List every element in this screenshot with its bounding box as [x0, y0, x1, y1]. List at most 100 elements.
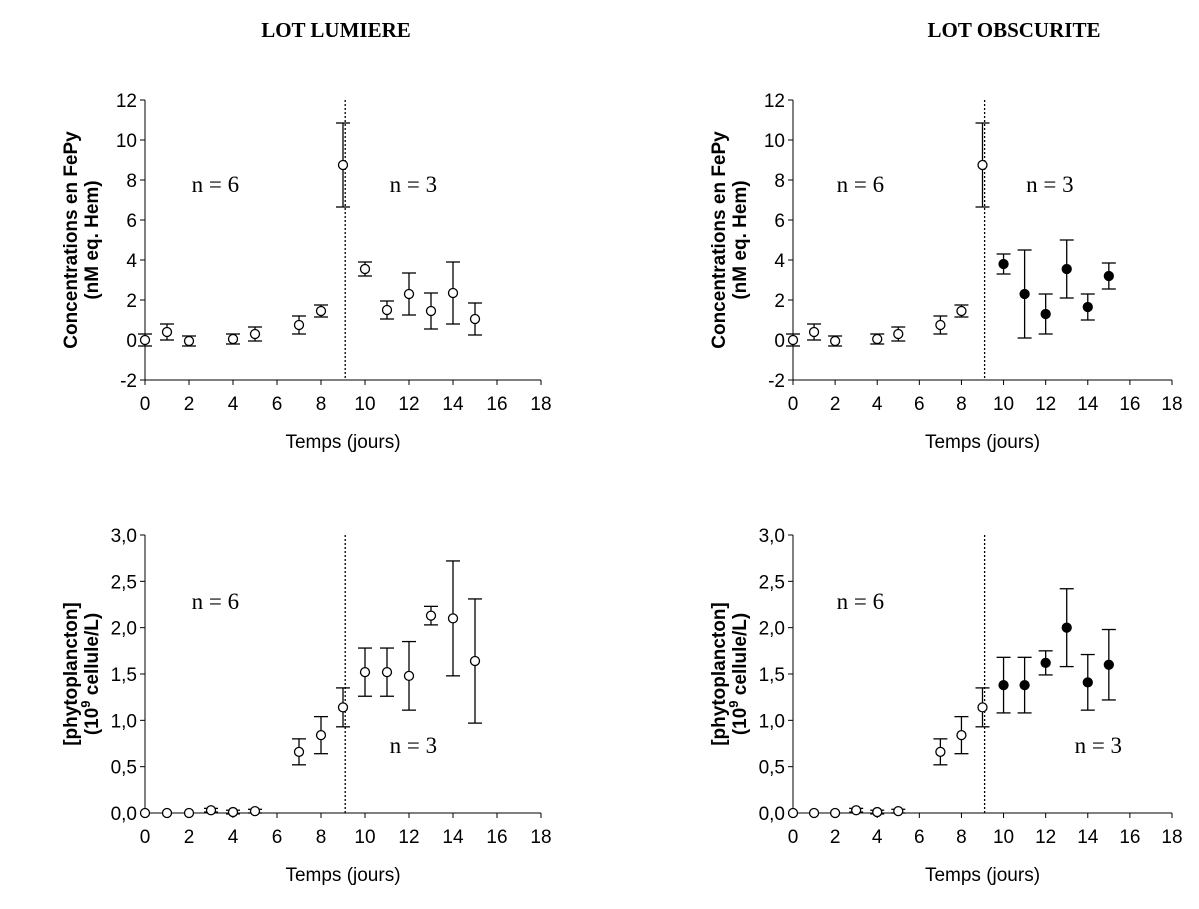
data-point-open	[139, 334, 151, 346]
x-tick-label: 8	[316, 827, 327, 848]
data-point-open	[851, 805, 862, 816]
y-tick-label: 1,0	[759, 711, 785, 732]
data-point-open	[403, 288, 415, 300]
x-tick-label: 2	[184, 394, 195, 415]
y-tick-label: 12	[764, 91, 785, 112]
data-point-open	[227, 333, 239, 345]
data-point-open	[381, 304, 393, 316]
annotation-n: n = 3	[390, 733, 437, 758]
data-point-open	[161, 326, 173, 338]
charts-container: -2 0 2 4 6 8 10 12 0 2 4 6 8 10 12 14 16 18 Temps (jours) C…	[61, 91, 1183, 886]
data-point-open	[293, 319, 305, 331]
title-lot-obscurite: LOT OBSCURITE	[928, 18, 1101, 42]
data-point-filled	[1103, 270, 1114, 282]
x-tick-label: 18	[530, 394, 551, 415]
data-point-open	[139, 807, 151, 819]
x-axis-title: Temps (jours)	[285, 865, 400, 886]
y-tick-label: 8	[126, 171, 137, 192]
y-axis-title-superscript: 9	[726, 700, 741, 707]
data-point-open	[315, 730, 327, 741]
data-point-filled	[1061, 263, 1072, 275]
x-tick-label: 4	[228, 394, 239, 415]
data-point-filled	[998, 258, 1009, 270]
y-tick-label: 10	[764, 131, 785, 152]
data-point-open	[469, 655, 481, 667]
data-point-open	[227, 806, 239, 818]
data-point-filled	[1040, 308, 1051, 320]
data-point-open	[808, 807, 820, 819]
x-tick-label: 14	[1077, 394, 1099, 415]
y-axis-title-line1: [phytoplancton]	[709, 602, 730, 746]
y-axis-title-line2: (109 cellule/L)	[726, 613, 751, 735]
x-tick-label: 16	[486, 827, 507, 848]
y-tick-label: 6	[774, 211, 785, 232]
data-point-open	[425, 305, 437, 317]
y-tick-label: 0,0	[111, 804, 137, 825]
x-tick-label: 2	[830, 827, 841, 848]
data-point-open	[977, 159, 988, 171]
y-tick-label: 2,0	[759, 619, 785, 640]
data-point-open	[829, 807, 841, 819]
x-tick-label: 0	[140, 827, 151, 848]
y-tick-label: 6	[126, 211, 137, 232]
y-axis-title-part: (10	[82, 708, 103, 735]
data-point-open	[183, 335, 195, 347]
data-point-open	[787, 807, 799, 819]
data-point-open	[337, 159, 349, 171]
x-tick-label: 10	[993, 394, 1014, 415]
annotation-n: n = 3	[1075, 733, 1122, 758]
x-axis-title: Temps (jours)	[925, 865, 1040, 886]
annotation-n: n = 6	[837, 172, 884, 197]
x-tick-label: 6	[272, 394, 283, 415]
chart-panel-4: 0,0 0,5 1,0 1,5 2,0 2,5 3,0 0 2 4 6 8 10 12 14 16 18 Temp…	[709, 526, 1183, 886]
x-tick-label: 12	[398, 827, 419, 848]
data-point-open	[872, 333, 883, 345]
annotation-n: n = 6	[192, 589, 239, 614]
y-tick-label: 0,5	[111, 758, 137, 779]
data-point-filled	[1082, 301, 1093, 313]
x-tick-label: 10	[354, 827, 375, 848]
data-point-filled	[1061, 622, 1072, 633]
data-point-filled	[1103, 659, 1114, 670]
y-axis-title-part: cellule/L)	[730, 613, 751, 701]
y-tick-label: 1,5	[111, 665, 137, 686]
data-point-open	[403, 670, 415, 682]
annotation-n: n = 6	[192, 172, 239, 197]
data-point-filled	[1082, 677, 1093, 688]
x-tick-label: 14	[1077, 827, 1099, 848]
y-axis-title-part: cellule/L)	[82, 613, 103, 701]
x-tick-label: 4	[872, 827, 883, 848]
y-tick-label: 3,0	[759, 526, 785, 547]
y-tick-label: 1,5	[759, 665, 785, 686]
data-point-open	[956, 730, 967, 741]
y-tick-label: 2,5	[759, 572, 785, 593]
data-point-open	[337, 702, 349, 713]
data-point-open	[381, 666, 393, 678]
data-point-open	[161, 807, 173, 819]
x-axis-title: Temps (jours)	[925, 432, 1040, 453]
x-axis-title: Temps (jours)	[285, 432, 400, 453]
x-tick-label: 14	[442, 394, 464, 415]
x-tick-label: 0	[140, 394, 151, 415]
data-point-open	[829, 335, 841, 347]
x-tick-label: 8	[316, 394, 327, 415]
y-tick-label: 4	[774, 251, 785, 272]
data-point-open	[935, 319, 946, 331]
data-point-open	[293, 746, 305, 757]
annotation-n: n = 3	[1026, 172, 1073, 197]
data-point-open	[935, 746, 946, 757]
data-point-filled	[1019, 288, 1030, 300]
data-point-open	[249, 805, 261, 817]
data-point-open	[977, 702, 988, 713]
y-tick-label: 0,0	[759, 804, 785, 825]
x-tick-label: 6	[272, 827, 283, 848]
data-point-filled	[998, 679, 1009, 691]
y-axis-title-line1: Concentrations en FePy	[709, 131, 730, 349]
y-axis-title-part: (10	[730, 708, 751, 735]
x-tick-label: 16	[1119, 827, 1140, 848]
y-tick-label: -2	[768, 371, 785, 392]
data-point-open	[315, 305, 327, 317]
